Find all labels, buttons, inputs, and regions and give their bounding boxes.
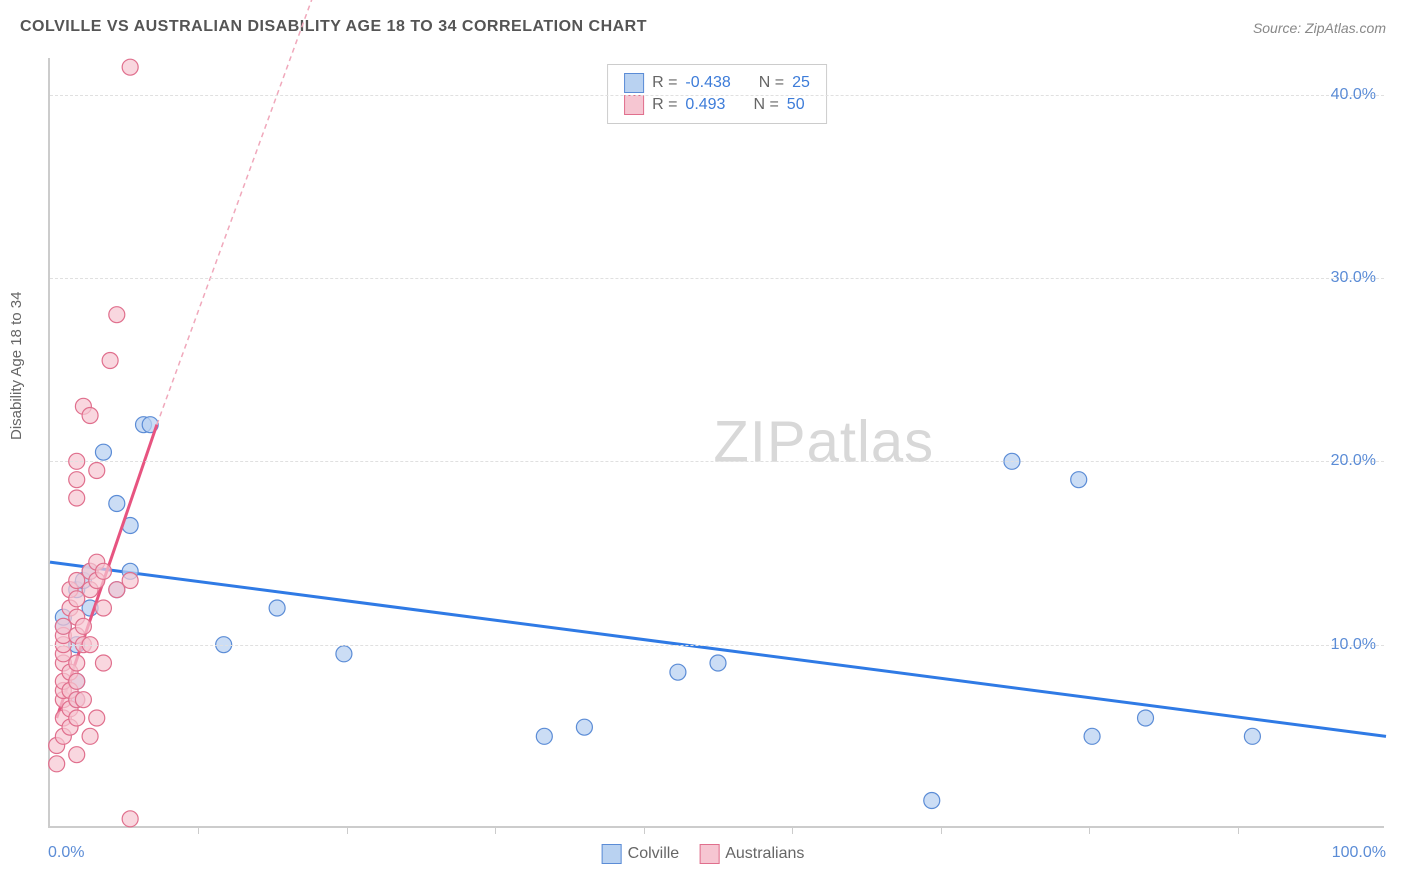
x-tick-mark xyxy=(1238,826,1239,834)
scatter-point xyxy=(1244,728,1260,744)
x-tick-mark xyxy=(1089,826,1090,834)
scatter-point xyxy=(102,353,118,369)
scatter-point xyxy=(95,444,111,460)
scatter-point xyxy=(1071,472,1087,488)
source-attribution: Source: ZipAtlas.com xyxy=(1253,20,1386,36)
y-tick-label: 30.0% xyxy=(1331,269,1376,287)
scatter-point xyxy=(69,655,85,671)
scatter-point xyxy=(69,710,85,726)
scatter-point xyxy=(75,692,91,708)
scatter-point xyxy=(670,664,686,680)
r-value: 0.493 xyxy=(685,96,725,114)
scatter-point xyxy=(82,728,98,744)
legend-item: Australians xyxy=(699,844,804,864)
legend-label: Colville xyxy=(628,845,680,863)
scatter-point xyxy=(49,756,65,772)
scatter-point xyxy=(122,573,138,589)
y-axis-label: Disability Age 18 to 34 xyxy=(8,292,25,440)
scatter-point xyxy=(69,673,85,689)
scatter-plot-svg xyxy=(50,58,1384,826)
legend-row: R = 0.493 N = 50 xyxy=(624,95,810,115)
legend-swatch xyxy=(624,73,644,93)
scatter-point xyxy=(89,463,105,479)
trend-line xyxy=(50,562,1386,736)
x-tick-mark xyxy=(941,826,942,834)
n-label: N = xyxy=(753,96,778,114)
r-value: -0.438 xyxy=(685,74,730,92)
x-tick-mark xyxy=(644,826,645,834)
legend-series: Colville Australians xyxy=(602,844,805,864)
scatter-point xyxy=(1084,728,1100,744)
scatter-point xyxy=(122,811,138,827)
r-label: R = xyxy=(652,96,677,114)
scatter-point xyxy=(95,600,111,616)
scatter-point xyxy=(75,618,91,634)
x-tick-mark xyxy=(495,826,496,834)
plot-area: ZIPatlas R =-0.438N =25R = 0.493N =50 10… xyxy=(48,58,1384,828)
y-tick-label: 20.0% xyxy=(1331,452,1376,470)
x-tick-mark xyxy=(792,826,793,834)
scatter-point xyxy=(95,655,111,671)
scatter-point xyxy=(69,747,85,763)
legend-label: Australians xyxy=(725,845,804,863)
legend-swatch xyxy=(699,844,719,864)
gridline-h xyxy=(50,95,1384,96)
x-tick-mark xyxy=(198,826,199,834)
scatter-point xyxy=(269,600,285,616)
n-value: 25 xyxy=(792,74,810,92)
scatter-point xyxy=(109,307,125,323)
scatter-point xyxy=(536,728,552,744)
legend-item: Colville xyxy=(602,844,680,864)
r-label: R = xyxy=(652,74,677,92)
trend-line-extension xyxy=(157,0,344,425)
chart-title: COLVILLE VS AUSTRALIAN DISABILITY AGE 18… xyxy=(20,18,647,36)
y-tick-label: 10.0% xyxy=(1331,636,1376,654)
scatter-point xyxy=(122,59,138,75)
scatter-point xyxy=(576,719,592,735)
y-tick-label: 40.0% xyxy=(1331,86,1376,104)
x-tick-min: 0.0% xyxy=(48,844,84,862)
scatter-point xyxy=(82,408,98,424)
scatter-point xyxy=(710,655,726,671)
scatter-point xyxy=(89,710,105,726)
x-tick-max: 100.0% xyxy=(1332,844,1386,862)
scatter-point xyxy=(95,563,111,579)
scatter-point xyxy=(69,472,85,488)
n-label: N = xyxy=(759,74,784,92)
n-value: 50 xyxy=(787,96,805,114)
scatter-point xyxy=(69,490,85,506)
gridline-h xyxy=(50,461,1384,462)
gridline-h xyxy=(50,645,1384,646)
scatter-point xyxy=(109,496,125,512)
x-tick-mark xyxy=(347,826,348,834)
gridline-h xyxy=(50,278,1384,279)
legend-swatch xyxy=(624,95,644,115)
legend-swatch xyxy=(602,844,622,864)
scatter-point xyxy=(1138,710,1154,726)
scatter-point xyxy=(336,646,352,662)
legend-row: R = -0.438 N = 25 xyxy=(624,73,810,93)
scatter-point xyxy=(924,793,940,809)
